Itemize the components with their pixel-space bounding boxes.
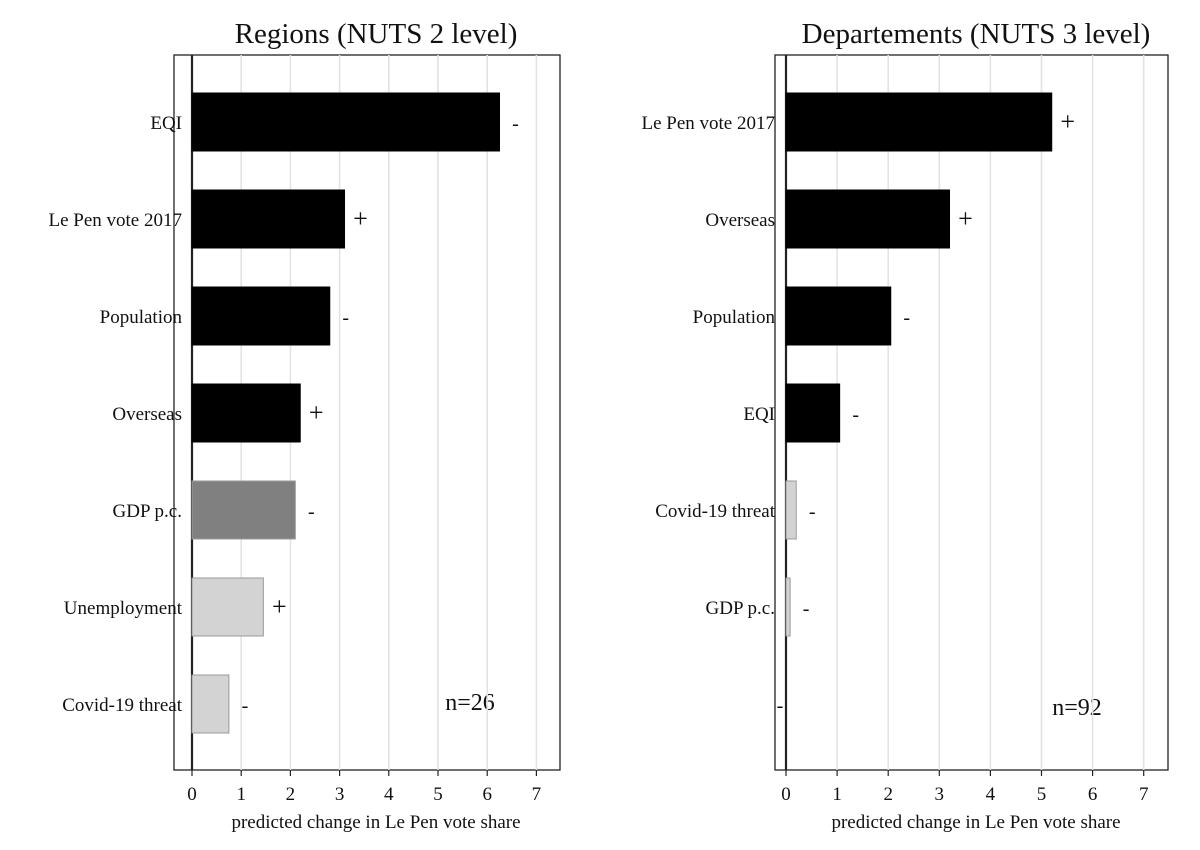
- plot-frame: [173, 54, 561, 771]
- category-label: Le Pen vote 2017: [48, 210, 182, 231]
- bar: [191, 92, 500, 152]
- bar: [191, 286, 331, 346]
- x-tick-label: 5: [1037, 784, 1047, 805]
- x-tick-label: 2: [883, 784, 893, 805]
- sample-size-annotation: n=92: [1052, 695, 1102, 721]
- x-tick-label: 0: [781, 784, 791, 805]
- bar: [191, 480, 296, 540]
- x-tick-label: 6: [482, 784, 492, 805]
- x-tick-label: 2: [286, 784, 296, 805]
- category-label: Unemployment: [64, 598, 183, 619]
- panel-regions: Regions (NUTS 2 level) predicted change …: [48, 18, 561, 833]
- x-tick-label: 3: [935, 784, 945, 805]
- category-label: Population: [693, 307, 776, 328]
- x-tick-label: 4: [986, 784, 996, 805]
- sign-marker: -: [803, 598, 810, 620]
- bar: [191, 577, 264, 637]
- category-label: GDP p.c.: [706, 598, 776, 619]
- category-label: EQI: [150, 113, 182, 134]
- bar: [191, 383, 301, 443]
- x-tick-label: 6: [1088, 784, 1098, 805]
- bar: [191, 189, 346, 249]
- panel-departements: Departements (NUTS 3 level) predicted ch…: [641, 18, 1169, 833]
- sign-marker: +: [958, 204, 973, 233]
- category-label: Overseas: [112, 404, 182, 425]
- bar: [785, 92, 1053, 152]
- x-tick-label: 1: [236, 784, 246, 805]
- category-label: Covid-19 threat: [62, 695, 183, 716]
- x-tick-label: 7: [532, 784, 542, 805]
- x-tick-label: 3: [335, 784, 345, 805]
- category-label: Covid-19 threat: [655, 501, 776, 522]
- category-label: Population: [100, 307, 183, 328]
- sign-marker: -: [777, 695, 784, 717]
- bar: [785, 189, 951, 249]
- panel-title: Regions (NUTS 2 level): [235, 18, 518, 50]
- x-tick-label: 1: [832, 784, 842, 805]
- x-tick-label: 7: [1139, 784, 1149, 805]
- sign-marker: +: [309, 398, 324, 427]
- bar: [785, 286, 892, 346]
- bar: [785, 480, 797, 540]
- sign-marker: +: [272, 592, 287, 621]
- x-tick-label: 0: [187, 784, 197, 805]
- category-label: GDP p.c.: [113, 501, 183, 522]
- bar: [785, 577, 791, 637]
- sign-marker: -: [809, 501, 816, 523]
- bar: [191, 674, 230, 734]
- plot-frame: [774, 54, 1169, 771]
- sign-marker: -: [903, 307, 910, 329]
- bar: [785, 383, 841, 443]
- x-axis-label: predicted change in Le Pen vote share: [831, 812, 1120, 833]
- sign-marker: -: [512, 113, 519, 135]
- sign-marker: -: [242, 695, 249, 717]
- sign-marker: -: [852, 404, 859, 426]
- x-tick-label: 4: [384, 784, 394, 805]
- category-label: Le Pen vote 2017: [641, 113, 775, 134]
- x-axis-label: predicted change in Le Pen vote share: [231, 812, 520, 833]
- category-label: Overseas: [705, 210, 775, 231]
- category-label: EQI: [743, 404, 775, 425]
- sign-marker: -: [308, 501, 315, 523]
- x-tick-label: 5: [433, 784, 443, 805]
- sign-marker: +: [1060, 107, 1075, 136]
- sign-marker: -: [342, 307, 349, 329]
- panel-title: Departements (NUTS 3 level): [802, 18, 1151, 50]
- sign-marker: +: [353, 204, 368, 233]
